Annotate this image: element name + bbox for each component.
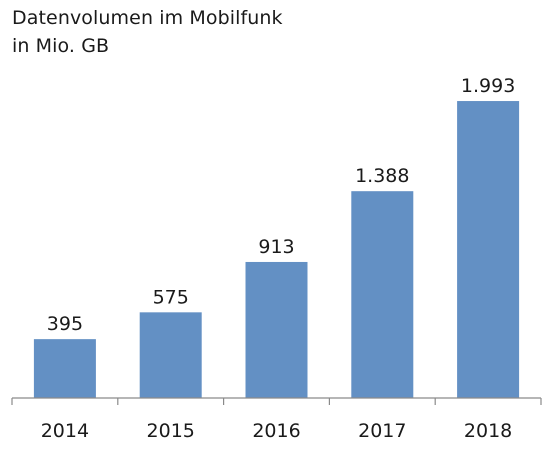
x-tick-label-2016: 2016 [252, 420, 300, 442]
bar-2014 [33, 339, 96, 398]
x-tick-label-2015: 2015 [147, 420, 195, 442]
value-label-2014: 395 [47, 313, 83, 335]
bar-2016 [245, 261, 308, 398]
value-label-2017: 1.388 [355, 165, 409, 187]
x-tick-label-2017: 2017 [358, 420, 406, 442]
x-tick-label-2014: 2014 [41, 420, 89, 442]
x-tick-label-2018: 2018 [464, 420, 512, 442]
chart-subtitle: in Mio. GB [12, 35, 110, 57]
bar-2017 [351, 191, 414, 398]
value-label-2015: 575 [153, 286, 189, 308]
value-label-2016: 913 [258, 236, 294, 258]
bar-2018 [457, 101, 520, 398]
chart-title: Datenvolumen im Mobilfunk [12, 7, 283, 29]
value-label-2018: 1.993 [461, 75, 515, 97]
bar-2015 [139, 312, 202, 398]
